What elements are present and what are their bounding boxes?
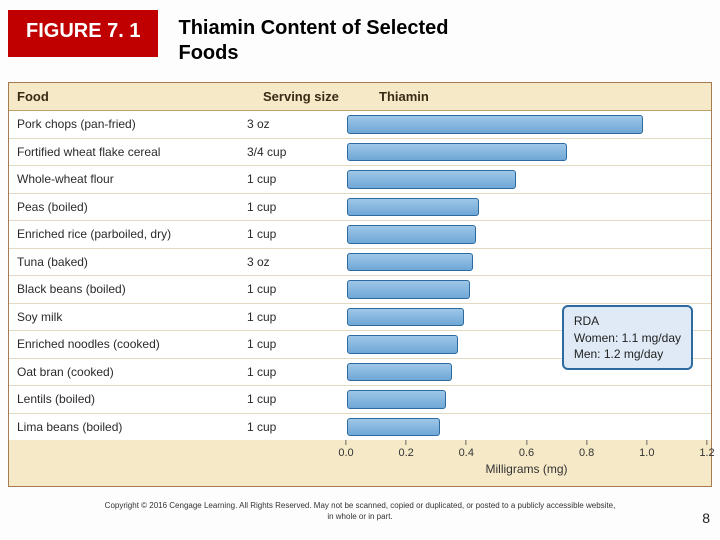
- thiamin-bar: [347, 335, 458, 354]
- copyright-line2: in whole or in part.: [327, 512, 392, 521]
- x-tick: 0.2: [399, 440, 414, 459]
- copyright-line1: Copyright © 2016 Cengage Learning. All R…: [105, 501, 616, 510]
- food-label: Whole-wheat flour: [9, 172, 247, 186]
- rda-men: Men: 1.2 mg/day: [574, 346, 681, 362]
- bar-cell: [347, 386, 711, 413]
- thiamin-bar: [347, 280, 470, 299]
- serving-label: 1 cup: [247, 310, 347, 324]
- bar-cell: [347, 414, 711, 441]
- table-row: Whole-wheat flour1 cup: [9, 165, 711, 193]
- serving-label: 1 cup: [247, 282, 347, 296]
- food-label: Fortified wheat flake cereal: [9, 145, 247, 159]
- table-row: Lentils (boiled)1 cup: [9, 385, 711, 413]
- serving-label: 1 cup: [247, 392, 347, 406]
- bar-cell: [347, 166, 711, 193]
- page-number: 8: [702, 510, 710, 526]
- food-label: Tuna (baked): [9, 255, 247, 269]
- figure-title: Thiamin Content of Selected Foods: [158, 10, 448, 66]
- rda-title: RDA: [574, 313, 681, 329]
- bar-cell: [347, 221, 711, 248]
- food-label: Soy milk: [9, 310, 247, 324]
- x-tick: 0.6: [519, 440, 534, 459]
- serving-label: 1 cup: [247, 200, 347, 214]
- food-label: Black beans (boiled): [9, 282, 247, 296]
- x-axis-label: Milligrams (mg): [346, 462, 707, 476]
- table-row: Fortified wheat flake cereal3/4 cup: [9, 138, 711, 166]
- serving-label: 1 cup: [247, 227, 347, 241]
- figure-header: FIGURE 7. 1 Thiamin Content of Selected …: [0, 0, 720, 66]
- thiamin-bar: [347, 363, 452, 382]
- thiamin-bar: [347, 198, 479, 217]
- x-axis: 0.0 0.2 0.4 0.6 0.8 1.0 1.2 Milligrams (mg): [9, 440, 711, 486]
- col-serving: Serving size: [255, 83, 371, 110]
- thiamin-bar: [347, 225, 476, 244]
- x-tick: 0.0: [338, 440, 353, 459]
- copyright: Copyright © 2016 Cengage Learning. All R…: [0, 501, 720, 522]
- bar-cell: [347, 249, 711, 276]
- thiamin-bar: [347, 170, 516, 189]
- chart-panel: Food Serving size Thiamin Pork chops (pa…: [8, 82, 712, 487]
- rda-callout: RDA Women: 1.1 mg/day Men: 1.2 mg/day: [562, 305, 693, 370]
- figure-number-badge: FIGURE 7. 1: [8, 10, 158, 57]
- x-tick: 1.2: [699, 440, 714, 459]
- serving-label: 1 cup: [247, 172, 347, 186]
- x-tick: 1.0: [639, 440, 654, 459]
- table-row: Pork chops (pan-fried)3 oz: [9, 111, 711, 138]
- table-row: Tuna (baked)3 oz: [9, 248, 711, 276]
- plot-area: Pork chops (pan-fried)3 ozFortified whea…: [9, 111, 711, 440]
- thiamin-bar: [347, 308, 464, 327]
- serving-label: 1 cup: [247, 365, 347, 379]
- table-row: Lima beans (boiled)1 cup: [9, 413, 711, 441]
- serving-label: 3/4 cup: [247, 145, 347, 159]
- column-headers: Food Serving size Thiamin: [9, 83, 711, 111]
- serving-label: 3 oz: [247, 255, 347, 269]
- food-label: Oat bran (cooked): [9, 365, 247, 379]
- x-tick: 0.4: [459, 440, 474, 459]
- thiamin-bar: [347, 418, 440, 437]
- serving-label: 1 cup: [247, 337, 347, 351]
- thiamin-bar: [347, 253, 473, 272]
- bar-cell: [347, 276, 711, 303]
- serving-label: 3 oz: [247, 117, 347, 131]
- food-label: Peas (boiled): [9, 200, 247, 214]
- serving-label: 1 cup: [247, 420, 347, 434]
- col-food: Food: [9, 83, 255, 110]
- bar-cell: [347, 139, 711, 166]
- bar-cell: [347, 111, 711, 138]
- food-label: Enriched rice (parboiled, dry): [9, 227, 247, 241]
- table-row: Black beans (boiled)1 cup: [9, 275, 711, 303]
- col-metric: Thiamin: [371, 83, 711, 110]
- food-label: Lima beans (boiled): [9, 420, 247, 434]
- thiamin-bar: [347, 390, 446, 409]
- x-tick: 0.8: [579, 440, 594, 459]
- table-row: Enriched rice (parboiled, dry)1 cup: [9, 220, 711, 248]
- thiamin-bar: [347, 143, 567, 162]
- food-label: Lentils (boiled): [9, 392, 247, 406]
- food-label: Enriched noodles (cooked): [9, 337, 247, 351]
- table-row: Peas (boiled)1 cup: [9, 193, 711, 221]
- thiamin-bar: [347, 115, 643, 134]
- food-label: Pork chops (pan-fried): [9, 117, 247, 131]
- bar-cell: [347, 194, 711, 221]
- rda-women: Women: 1.1 mg/day: [574, 330, 681, 346]
- bar-rows: Pork chops (pan-fried)3 ozFortified whea…: [9, 111, 711, 440]
- figure-title-line2: Foods: [178, 42, 238, 64]
- figure-title-line1: Thiamin Content of Selected: [178, 17, 448, 39]
